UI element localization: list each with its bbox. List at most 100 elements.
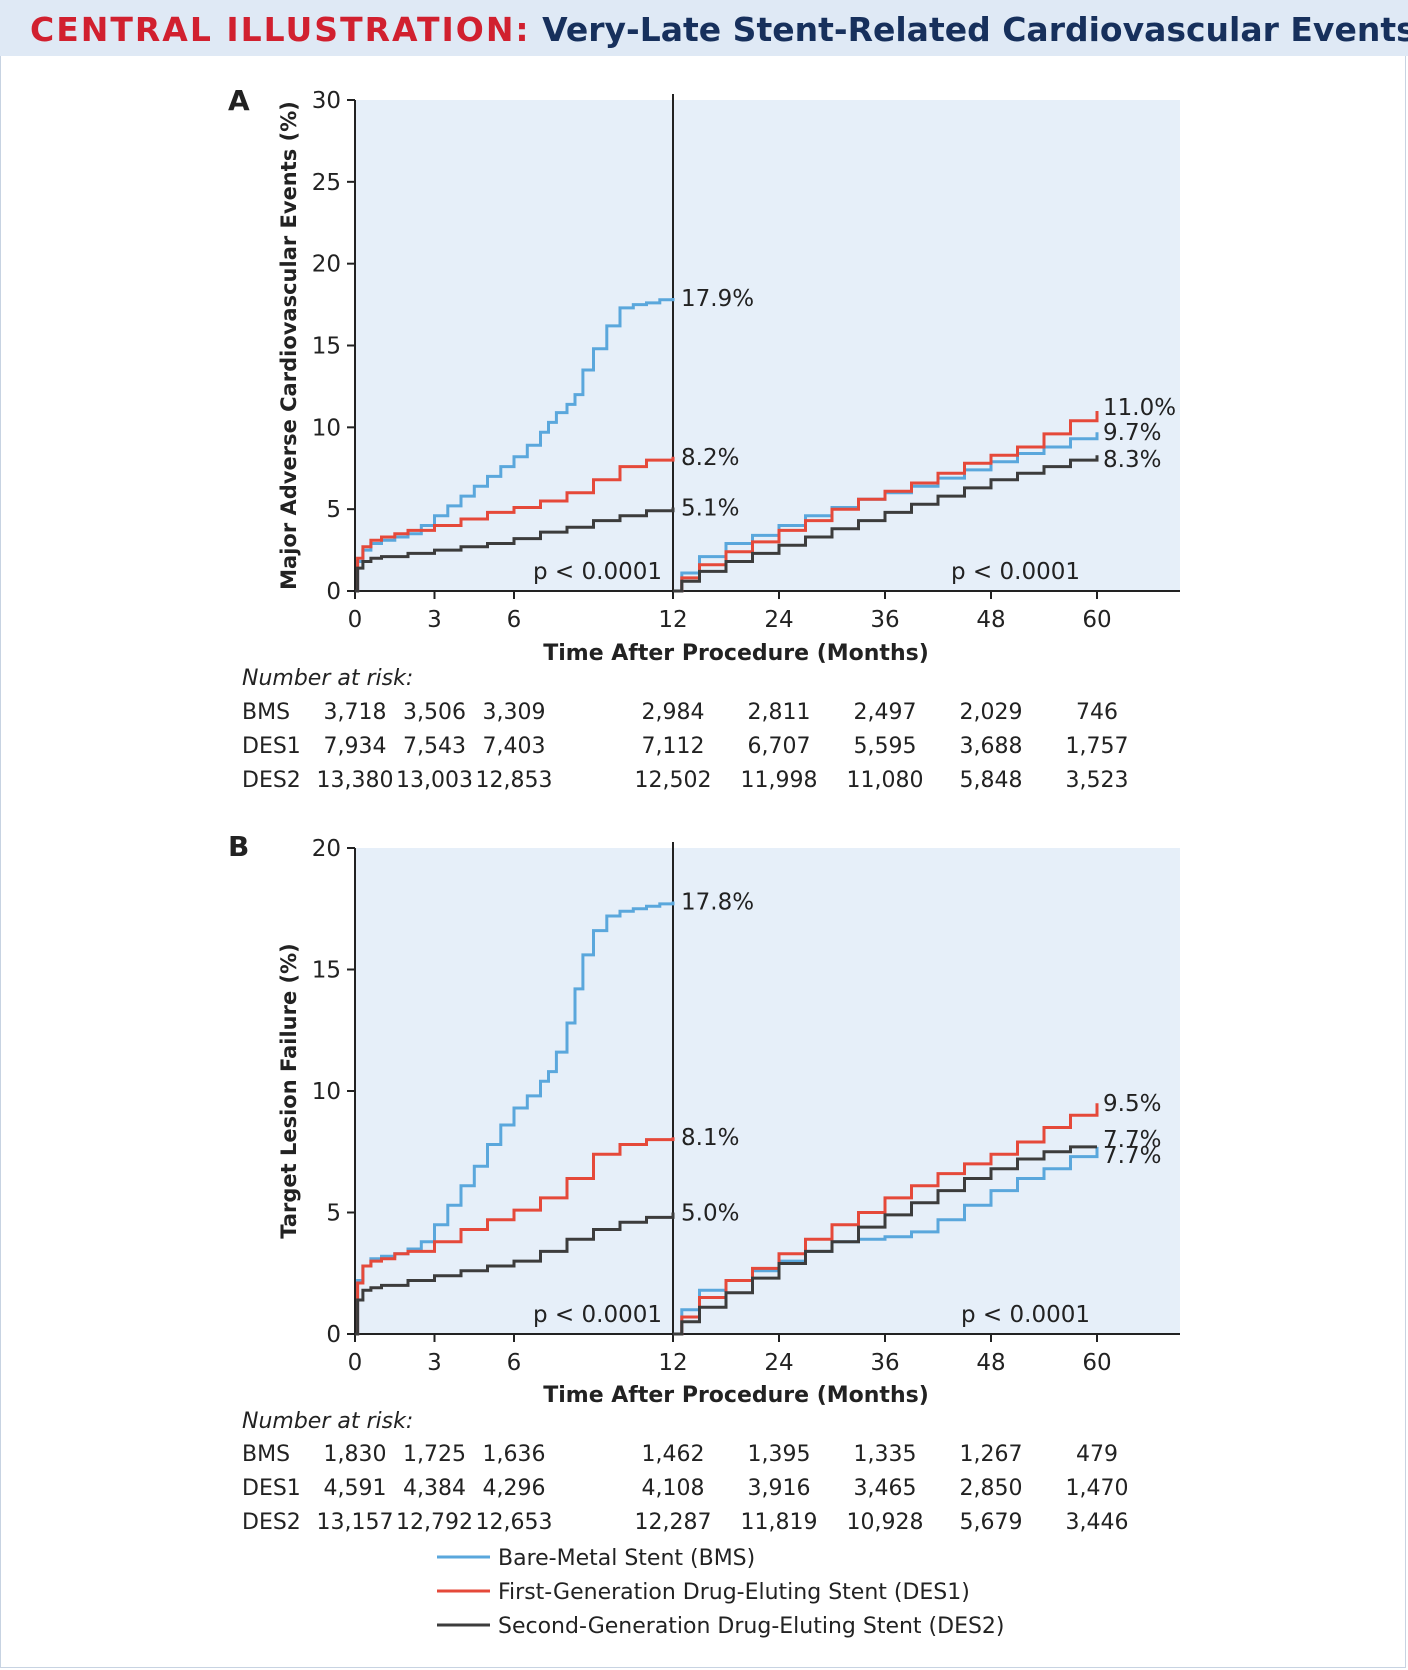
y-tick-label: 10 <box>312 1079 341 1105</box>
illustration-title: Very-Late Stent-Related Cardiovascular E… <box>542 10 1408 49</box>
x-tick-label: 60 <box>1082 1350 1111 1376</box>
at-risk-count: 2,497 <box>854 700 917 725</box>
at-risk-row-name: DES2 <box>242 1510 301 1535</box>
x-tick-label: 48 <box>976 1350 1005 1376</box>
panel-letter: A <box>228 84 250 117</box>
at-risk-count: 7,543 <box>403 734 466 759</box>
x-tick-label: 48 <box>976 607 1005 633</box>
at-risk-row-name: BMS <box>242 700 290 725</box>
at-risk-count: 2,984 <box>642 700 705 725</box>
x-tick-label: 36 <box>870 607 899 633</box>
x-tick-label: 24 <box>764 607 793 633</box>
at-risk-count: 3,465 <box>854 1476 917 1501</box>
at-risk-count: 2,811 <box>748 700 811 725</box>
des2-end-label-60m: 7.7% <box>1103 1127 1161 1153</box>
header-bar: CENTRAL ILLUSTRATION: Very-Late Stent-Re… <box>0 0 1408 56</box>
y-tick-label: 15 <box>312 958 341 984</box>
number-at-risk-label: Number at risk: <box>242 666 413 691</box>
at-risk-count: 12,502 <box>635 768 712 793</box>
at-risk-count: 13,157 <box>317 1510 394 1535</box>
at-risk-count: 3,523 <box>1066 768 1129 793</box>
at-risk-count: 13,380 <box>317 768 394 793</box>
des2-curve-first-year <box>355 1212 675 1336</box>
legend: Bare-Metal Stent (BMS) First-Generation D… <box>437 1546 1005 1639</box>
x-tick-label: 0 <box>348 607 363 633</box>
p-value-landmark: p < 0.0001 <box>533 1302 662 1328</box>
plot-area <box>355 848 1180 1334</box>
central-illustration-label: CENTRAL ILLUSTRATION: <box>30 10 531 49</box>
x-tick-label: 12 <box>658 607 687 633</box>
des2-end-label-60m: 8.3% <box>1103 447 1161 473</box>
x-tick-label: 6 <box>507 1350 522 1376</box>
des2-curve-after-landmark <box>673 455 1099 593</box>
bms-end-label-60m: 7.7% <box>1103 1143 1161 1169</box>
panel-letter: B <box>228 830 249 863</box>
at-risk-count: 3,718 <box>324 700 387 725</box>
at-risk-count: 13,003 <box>396 768 473 793</box>
at-risk-count: 7,112 <box>642 734 705 759</box>
p-value-late: p < 0.0001 <box>961 1302 1090 1328</box>
x-tick-label: 24 <box>764 1350 793 1376</box>
y-tick-label: 5 <box>326 497 341 523</box>
legend-entry-label: Second-Generation Drug-Eluting Stent (DE… <box>498 1614 1005 1639</box>
x-tick-label: 3 <box>427 1350 442 1376</box>
at-risk-row-name: DES1 <box>242 734 301 759</box>
at-risk-row-name: BMS <box>242 1442 290 1467</box>
y-tick-label: 25 <box>312 170 341 196</box>
bms-end-label-12m: 17.9% <box>681 286 754 312</box>
at-risk-count: 1,757 <box>1066 734 1129 759</box>
at-risk-count: 5,848 <box>960 768 1023 793</box>
at-risk-count: 5,595 <box>854 734 917 759</box>
y-tick-label: 5 <box>326 1201 341 1227</box>
y-tick-label: 30 <box>312 88 341 114</box>
legend-entry-label: Bare-Metal Stent (BMS) <box>498 1546 755 1571</box>
y-tick-label: 20 <box>312 836 341 862</box>
at-risk-count: 3,688 <box>960 734 1023 759</box>
at-risk-count: 1,725 <box>403 1442 466 1467</box>
p-value-landmark: p < 0.0001 <box>533 559 662 585</box>
des2-curve-after-landmark <box>673 1145 1097 1336</box>
at-risk-count: 3,916 <box>748 1476 811 1501</box>
at-risk-count: 11,998 <box>741 768 818 793</box>
p-value-late: p < 0.0001 <box>951 559 1080 585</box>
des1-curve-first-year <box>355 1137 675 1336</box>
y-tick-label: 0 <box>326 579 341 605</box>
at-risk-count: 7,934 <box>324 734 387 759</box>
des2-end-label-12m: 5.1% <box>681 496 739 522</box>
at-risk-count: 12,853 <box>476 768 553 793</box>
at-risk-count: 2,029 <box>960 700 1023 725</box>
x-tick-label: 6 <box>507 607 522 633</box>
illustration-frame <box>0 56 1406 1668</box>
at-risk-row-name: DES1 <box>242 1476 301 1501</box>
at-risk-count: 12,653 <box>476 1510 553 1535</box>
des1-end-label-12m: 8.2% <box>681 445 739 471</box>
at-risk-row-name: DES2 <box>242 768 301 793</box>
at-risk-count: 12,287 <box>635 1510 712 1535</box>
x-axis-title: Time After Procedure (Months) <box>543 1383 929 1408</box>
at-risk-count: 6,707 <box>748 734 811 759</box>
des1-end-label-12m: 8.1% <box>681 1125 739 1151</box>
x-tick-label: 3 <box>427 607 442 633</box>
des1-curve-after-landmark <box>673 411 1099 593</box>
at-risk-count: 12,792 <box>396 1510 473 1535</box>
at-risk-count: 1,636 <box>483 1442 546 1467</box>
at-risk-count: 3,506 <box>403 700 466 725</box>
bms-end-label-60m: 9.7% <box>1103 420 1161 446</box>
at-risk-count: 4,384 <box>403 1476 466 1501</box>
header-title-line: CENTRAL ILLUSTRATION: Very-Late Stent-Re… <box>30 10 1408 49</box>
at-risk-count: 2,850 <box>960 1476 1023 1501</box>
y-tick-label: 10 <box>312 415 341 441</box>
bms-curve-first-year <box>355 298 675 593</box>
x-tick-label: 60 <box>1082 607 1111 633</box>
at-risk-count: 11,080 <box>847 768 924 793</box>
at-risk-count: 1,395 <box>748 1442 811 1467</box>
des1-curve-after-landmark <box>673 1103 1099 1336</box>
legend-entry-label: First-Generation Drug-Eluting Stent (DES… <box>498 1580 970 1605</box>
at-risk-count: 10,928 <box>847 1510 924 1535</box>
x-axis-title: Time After Procedure (Months) <box>543 641 929 666</box>
at-risk-count: 4,296 <box>483 1476 546 1501</box>
at-risk-count: 7,403 <box>483 734 546 759</box>
des1-end-label-60m: 9.5% <box>1103 1091 1161 1117</box>
